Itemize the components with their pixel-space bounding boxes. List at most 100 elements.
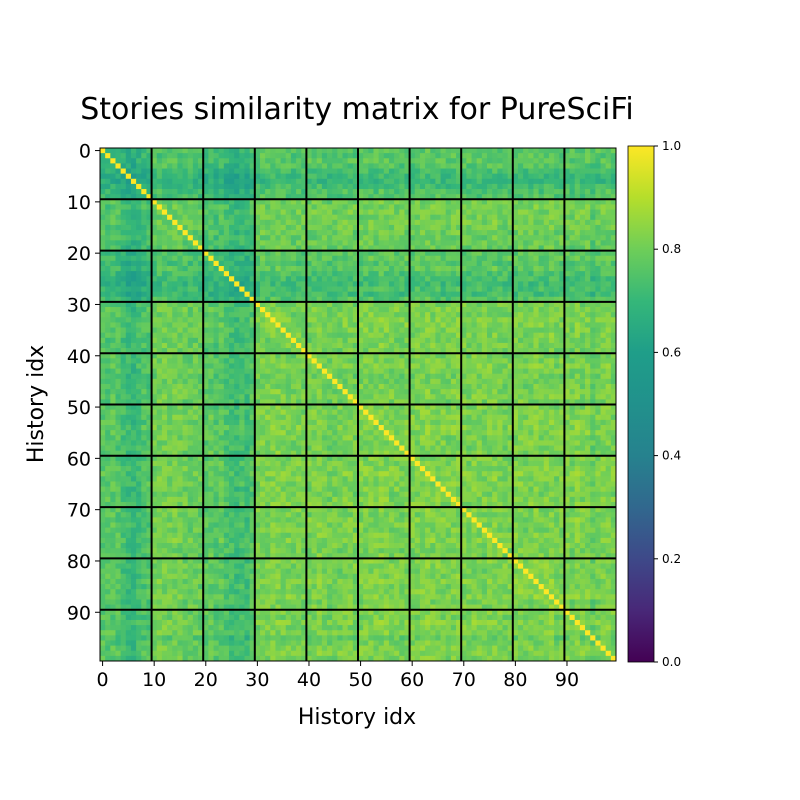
heatmap-cell xyxy=(610,204,617,210)
heatmap-cell xyxy=(136,255,142,262)
heatmap-cell xyxy=(275,389,281,395)
heatmap-cell xyxy=(130,378,137,385)
heatmap-cell xyxy=(383,399,390,405)
heatmap-cell xyxy=(100,291,106,298)
heatmap-cell xyxy=(342,301,349,308)
heatmap-cell xyxy=(595,389,601,395)
heatmap-cell xyxy=(419,224,426,231)
heatmap-cell xyxy=(136,291,142,298)
heatmap-cell xyxy=(476,353,483,359)
heatmap-cell xyxy=(554,327,560,334)
heatmap-cell xyxy=(517,168,524,175)
heatmap-cell xyxy=(538,224,545,231)
heatmap-cell xyxy=(559,153,565,159)
heatmap-cell xyxy=(301,389,307,395)
heatmap-cell xyxy=(167,291,173,298)
heatmap-cell xyxy=(528,276,534,282)
heatmap-cell xyxy=(321,194,328,200)
heatmap-cell xyxy=(409,163,416,169)
heatmap-cell xyxy=(192,322,199,328)
heatmap-cell xyxy=(347,317,354,323)
heatmap-cell xyxy=(316,342,323,349)
heatmap-cell xyxy=(208,332,214,339)
heatmap-cell xyxy=(492,322,498,328)
heatmap-cell xyxy=(569,178,576,185)
heatmap-cell xyxy=(363,337,369,344)
heatmap-cell xyxy=(275,383,281,390)
heatmap-cell xyxy=(223,368,230,375)
heatmap-cell xyxy=(110,199,116,205)
heatmap-cell xyxy=(425,189,431,195)
heatmap-cell xyxy=(316,255,323,262)
heatmap-cell xyxy=(208,276,214,282)
heatmap-cell xyxy=(352,342,359,349)
heatmap-cell xyxy=(394,276,400,282)
heatmap-cell xyxy=(419,178,426,185)
heatmap-cell xyxy=(332,148,338,154)
heatmap-cell xyxy=(543,168,550,175)
heatmap-cell xyxy=(600,307,607,313)
heatmap-cell xyxy=(605,271,612,277)
heatmap-cell xyxy=(218,148,225,154)
heatmap-cell xyxy=(517,250,524,257)
heatmap-cell xyxy=(399,219,405,226)
heatmap-cell xyxy=(213,383,220,390)
heatmap-cell xyxy=(548,189,555,195)
heatmap-cell xyxy=(120,199,127,205)
heatmap-cell xyxy=(332,301,338,308)
heatmap-cell xyxy=(404,178,410,185)
heatmap-cell xyxy=(600,383,607,390)
heatmap-cell xyxy=(358,399,364,405)
heatmap-cell xyxy=(466,209,472,216)
heatmap-cell xyxy=(373,209,380,216)
heatmap-cell xyxy=(285,209,292,216)
heatmap-cell xyxy=(316,250,323,257)
heatmap-cell xyxy=(585,368,591,375)
heatmap-cell xyxy=(471,240,478,246)
heatmap-cell xyxy=(172,240,178,246)
heatmap-cell xyxy=(265,250,271,257)
heatmap-cell xyxy=(275,265,281,272)
heatmap-cell xyxy=(445,286,452,293)
heatmap-cell xyxy=(130,348,137,354)
heatmap-cell xyxy=(523,230,529,236)
heatmap-cell xyxy=(585,363,591,369)
heatmap-cell xyxy=(244,158,251,164)
heatmap-cell xyxy=(156,327,163,334)
heatmap-cell xyxy=(605,296,612,303)
heatmap-cell xyxy=(208,363,214,369)
heatmap-cell xyxy=(414,307,421,313)
heatmap-cell xyxy=(296,307,302,313)
heatmap-cell xyxy=(280,342,287,349)
heatmap-cell xyxy=(301,158,307,164)
heatmap-cell xyxy=(213,291,220,298)
heatmap-cell xyxy=(161,230,168,236)
heatmap-cell xyxy=(358,378,364,385)
heatmap-cell xyxy=(234,373,240,380)
heatmap-cell xyxy=(280,178,287,185)
heatmap-cell xyxy=(203,271,209,277)
heatmap-cell xyxy=(306,291,312,298)
heatmap-cell xyxy=(564,194,570,200)
heatmap-cell xyxy=(203,363,209,369)
heatmap-cell xyxy=(223,394,230,400)
heatmap-cell xyxy=(316,296,323,303)
heatmap-cell xyxy=(487,255,493,262)
heatmap-cell xyxy=(373,394,380,400)
heatmap-cell xyxy=(363,271,369,277)
heatmap-cell xyxy=(115,224,122,231)
heatmap-cell xyxy=(523,183,529,190)
heatmap-cell xyxy=(481,312,488,318)
heatmap-cell xyxy=(110,255,116,262)
heatmap-cell xyxy=(373,358,380,364)
heatmap-cell xyxy=(151,245,158,251)
heatmap-cell xyxy=(229,178,235,185)
heatmap-cell xyxy=(425,286,431,293)
heatmap-cell xyxy=(249,214,256,221)
heatmap-cell xyxy=(378,296,385,303)
heatmap-cell xyxy=(187,255,194,262)
heatmap-cell xyxy=(254,373,261,380)
heatmap-cell xyxy=(409,373,416,380)
heatmap-cell xyxy=(352,337,359,344)
heatmap-cell xyxy=(394,230,400,236)
